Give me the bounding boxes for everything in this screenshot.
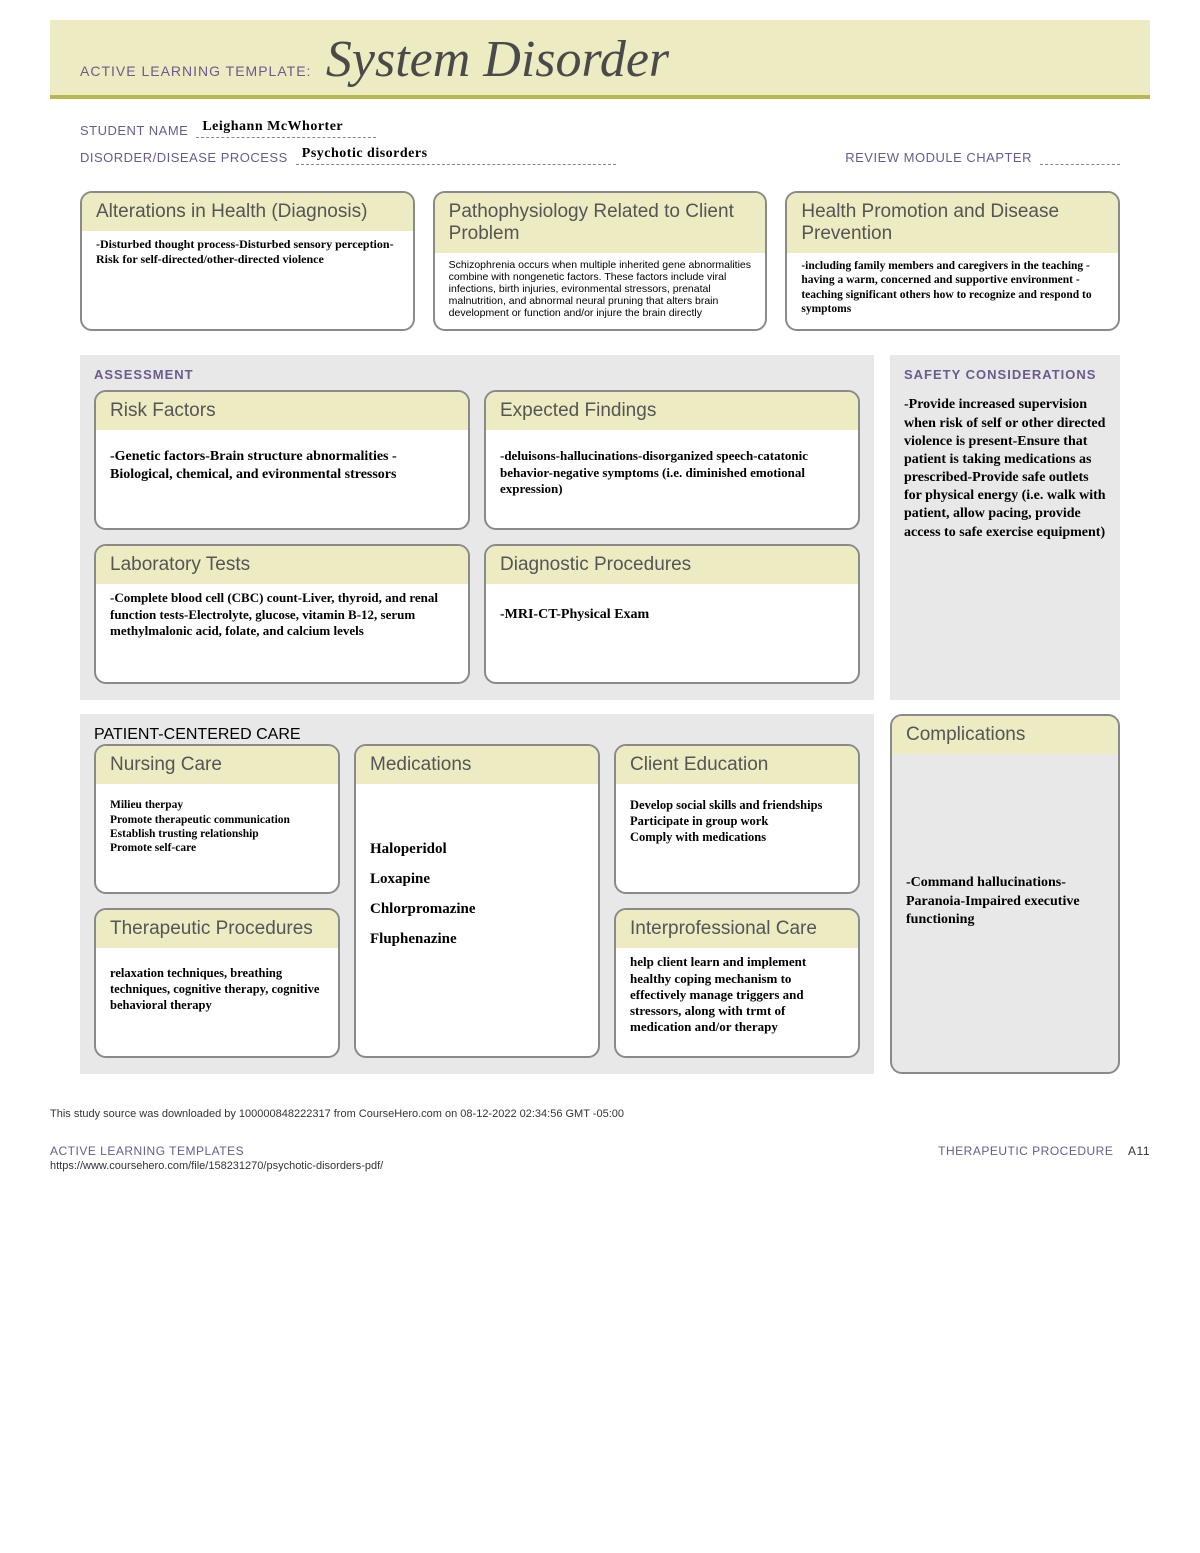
assessment-grid-top: Risk Factors -Genetic factors-Brain stru… bbox=[94, 390, 860, 530]
assessment-label: ASSESSMENT bbox=[94, 367, 860, 382]
alterations-body: -Disturbed thought process-Disturbed sen… bbox=[82, 231, 413, 277]
pcc-row: PATIENT-CENTERED CARE Nursing Care Milie… bbox=[80, 714, 1120, 1074]
disorder-field: DISORDER/DISEASE PROCESS Psychotic disor… bbox=[80, 146, 616, 165]
meta-row-1: STUDENT NAME Leighann McWhorter bbox=[50, 119, 1150, 146]
edu-title: Client Education bbox=[616, 746, 858, 784]
therapeutic-body: relaxation techniques, breathing techniq… bbox=[96, 948, 338, 1023]
header-prefix: ACTIVE LEARNING TEMPLATE: bbox=[80, 63, 311, 79]
assessment-panel: ASSESSMENT Risk Factors -Genetic factors… bbox=[80, 355, 874, 700]
patho-body: Schizophrenia occurs when multiple inher… bbox=[435, 253, 766, 329]
nursing-title: Nursing Care bbox=[96, 746, 338, 784]
inter-body: help client learn and implement healthy … bbox=[616, 948, 858, 1045]
top-boxes-row: Alterations in Health (Diagnosis) -Distu… bbox=[50, 173, 1150, 341]
source-footer: This study source was downloaded by 1000… bbox=[0, 1088, 1200, 1124]
pcc-col-3: Client Education Develop social skills a… bbox=[614, 744, 860, 1058]
complications-body: -Command hallucinations-Paranoia-Impaire… bbox=[892, 754, 1118, 943]
meds-card: Medications Haloperidol Loxapine Chlorpr… bbox=[354, 744, 600, 1058]
risk-body: -Genetic factors-Brain structure abnorma… bbox=[96, 430, 468, 493]
labs-body: -Complete blood cell (CBC) count-Liver, … bbox=[96, 584, 468, 649]
safety-col: SAFETY CONSIDERATIONS -Provide increased… bbox=[890, 355, 1120, 700]
header-band: ACTIVE LEARNING TEMPLATE: System Disorde… bbox=[50, 20, 1150, 99]
health-promo-title: Health Promotion and Disease Prevention bbox=[787, 193, 1118, 253]
pcc-label: PATIENT-CENTERED CARE bbox=[94, 726, 860, 744]
expected-body: -deluisons-hallucinations-disorganized s… bbox=[486, 430, 858, 507]
complications-card: Complications -Command hallucinations-Pa… bbox=[890, 714, 1120, 1074]
safety-panel: SAFETY CONSIDERATIONS -Provide increased… bbox=[890, 355, 1120, 700]
safety-body: -Provide increased supervision when risk… bbox=[904, 396, 1106, 542]
assessment-row: ASSESSMENT Risk Factors -Genetic factors… bbox=[80, 355, 1120, 700]
inter-card: Interprofessional Care help client learn… bbox=[614, 908, 860, 1058]
health-promo-card: Health Promotion and Disease Prevention … bbox=[785, 191, 1120, 331]
diag-body: -MRI-CT-Physical Exam bbox=[486, 584, 858, 634]
complications-title: Complications bbox=[892, 716, 1118, 754]
safety-label: SAFETY CONSIDERATIONS bbox=[904, 367, 1106, 382]
labs-title: Laboratory Tests bbox=[96, 546, 468, 584]
expected-title: Expected Findings bbox=[486, 392, 858, 430]
chapter-label: REVIEW MODULE CHAPTER bbox=[845, 150, 1032, 165]
chapter-field: REVIEW MODULE CHAPTER bbox=[845, 146, 1120, 165]
expected-card: Expected Findings -deluisons-hallucinati… bbox=[484, 390, 860, 530]
assessment-grid-bot: Laboratory Tests -Complete blood cell (C… bbox=[94, 544, 860, 684]
pcc-panel: PATIENT-CENTERED CARE Nursing Care Milie… bbox=[80, 714, 874, 1074]
nursing-body: Milieu therpay Promote therapeutic commu… bbox=[96, 784, 338, 866]
footer-right: THERAPEUTIC PROCEDURE A11 bbox=[938, 1144, 1150, 1158]
diag-title: Diagnostic Procedures bbox=[486, 546, 858, 584]
patho-title: Pathophysiology Related to Client Proble… bbox=[435, 193, 766, 253]
labs-card: Laboratory Tests -Complete blood cell (C… bbox=[94, 544, 470, 684]
patho-card: Pathophysiology Related to Client Proble… bbox=[433, 191, 768, 331]
inter-title: Interprofessional Care bbox=[616, 910, 858, 948]
alterations-card: Alterations in Health (Diagnosis) -Distu… bbox=[80, 191, 415, 331]
document-page: ACTIVE LEARNING TEMPLATE: System Disorde… bbox=[0, 20, 1200, 1074]
chapter-value bbox=[1040, 162, 1120, 165]
complications-col: Complications -Command hallucinations-Pa… bbox=[890, 714, 1120, 1074]
diag-card: Diagnostic Procedures -MRI-CT-Physical E… bbox=[484, 544, 860, 684]
meds-title: Medications bbox=[356, 746, 598, 784]
health-promo-body: -including family members and caregivers… bbox=[787, 253, 1118, 327]
header-title: System Disorder bbox=[326, 30, 669, 89]
therapeutic-card: Therapeutic Procedures relaxation techni… bbox=[94, 908, 340, 1058]
meta-row-2: DISORDER/DISEASE PROCESS Psychotic disor… bbox=[50, 146, 1150, 173]
alterations-title: Alterations in Health (Diagnosis) bbox=[82, 193, 413, 231]
disorder-value: Psychotic disorders bbox=[296, 146, 616, 165]
therapeutic-title: Therapeutic Procedures bbox=[96, 910, 338, 948]
nursing-card: Nursing Care Milieu therpay Promote ther… bbox=[94, 744, 340, 894]
student-name-field: STUDENT NAME Leighann McWhorter bbox=[80, 119, 376, 138]
risk-title: Risk Factors bbox=[96, 392, 468, 430]
footer-left: ACTIVE LEARNING TEMPLATES bbox=[50, 1144, 244, 1158]
disorder-label: DISORDER/DISEASE PROCESS bbox=[80, 150, 288, 165]
meds-list: Haloperidol Loxapine Chlorpromazine Flup… bbox=[356, 784, 598, 964]
pcc-col-1: Nursing Care Milieu therpay Promote ther… bbox=[94, 744, 340, 1058]
risk-card: Risk Factors -Genetic factors-Brain stru… bbox=[94, 390, 470, 530]
edu-body: Develop social skills and friendships Pa… bbox=[616, 784, 858, 855]
source-url: https://www.coursehero.com/file/15823127… bbox=[0, 1158, 1200, 1174]
pcc-grid: Nursing Care Milieu therpay Promote ther… bbox=[94, 744, 860, 1058]
edu-card: Client Education Develop social skills a… bbox=[614, 744, 860, 894]
template-footer: ACTIVE LEARNING TEMPLATES THERAPEUTIC PR… bbox=[0, 1124, 1200, 1158]
student-name-value: Leighann McWhorter bbox=[196, 119, 376, 138]
pcc-col-2: Medications Haloperidol Loxapine Chlorpr… bbox=[354, 744, 600, 1058]
student-name-label: STUDENT NAME bbox=[80, 123, 188, 138]
